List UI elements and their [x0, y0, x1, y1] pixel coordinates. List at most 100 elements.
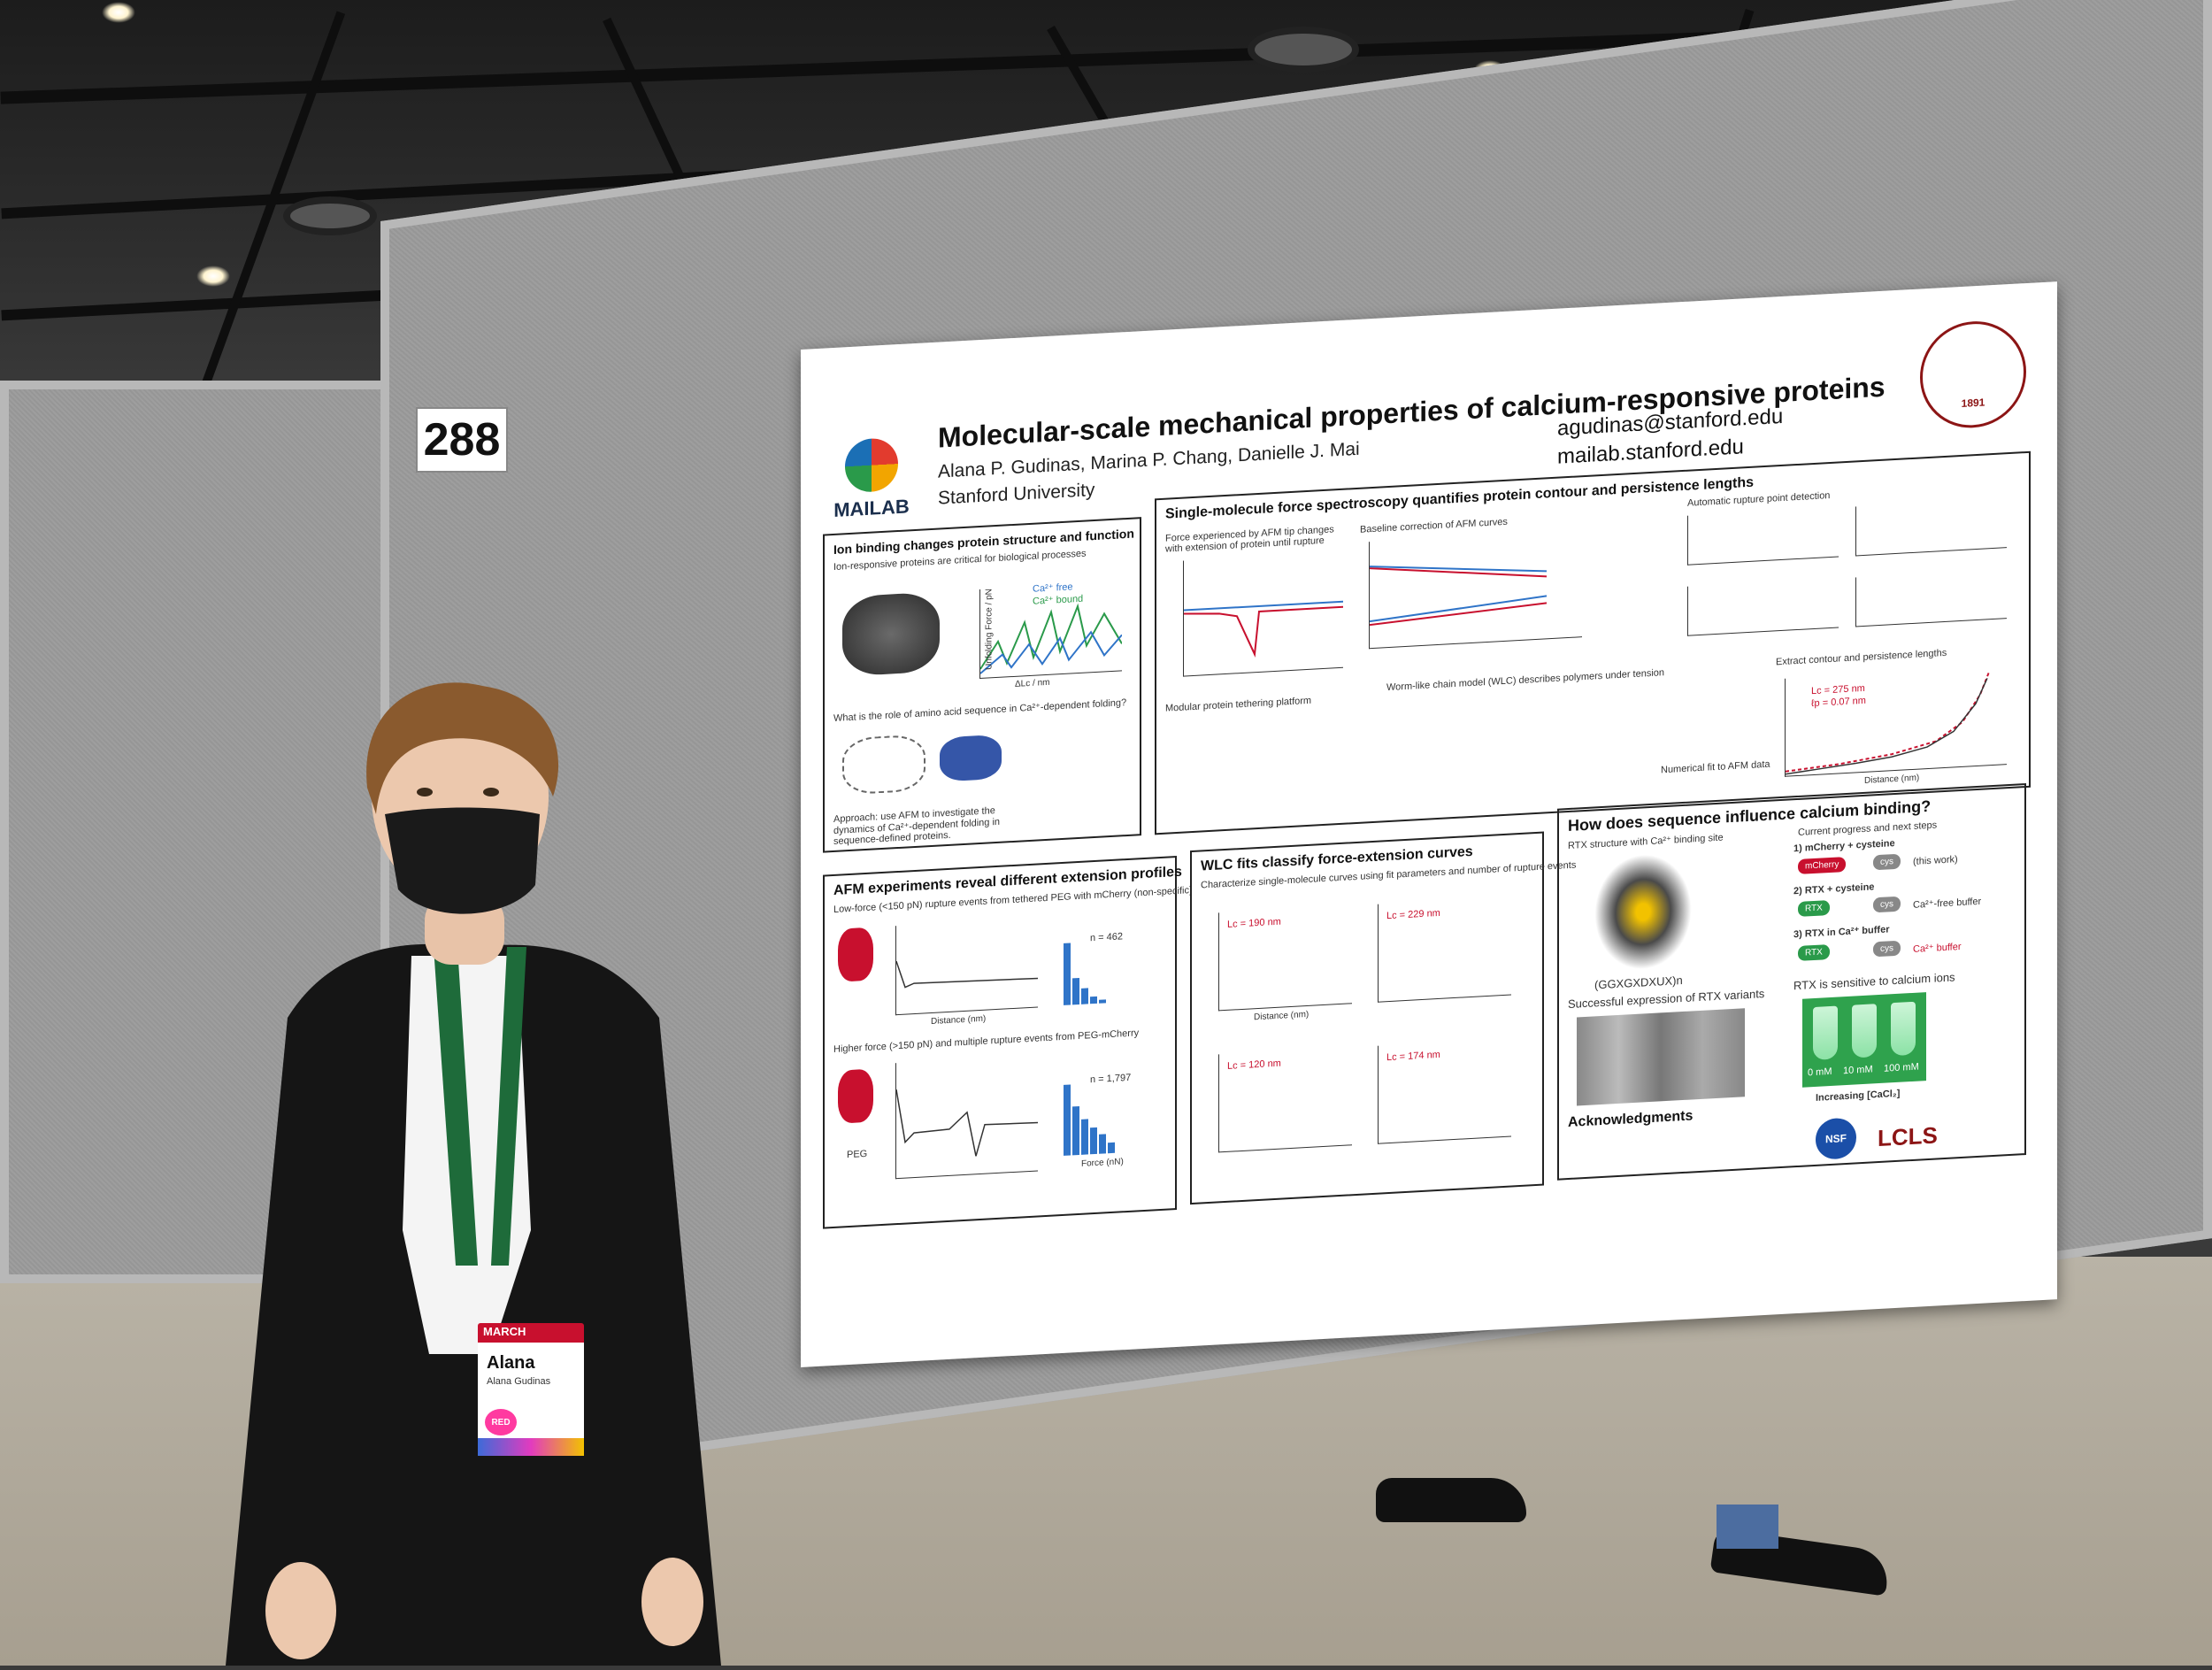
presenter-figure: [226, 682, 721, 1666]
ceiling-light: [196, 266, 230, 287]
chip-rtx: RTX: [1798, 944, 1830, 961]
histogram-bar: [1090, 996, 1097, 1004]
unfolded-protein-image: [842, 734, 926, 796]
tubes-photo: 0 mM 10 mM 100 mM: [1802, 992, 1926, 1088]
histogram-bar: [1064, 943, 1071, 1005]
conc-0: 0 mM: [1808, 1066, 1832, 1079]
tube: [1891, 1001, 1916, 1057]
smfs-section: Single-molecule force spectroscopy quant…: [1155, 450, 2031, 835]
force-extension-plot: [1183, 551, 1343, 677]
high-force-curve: [895, 1089, 1039, 1157]
poster-contact: agudinas@stanford.edu mailab.stanford.ed…: [1557, 403, 1783, 472]
ca-free-buffer: Ca²⁺-free buffer: [1913, 896, 1982, 911]
histogram-bar: [1081, 1119, 1088, 1155]
lab-logo: MAILAB: [832, 436, 911, 522]
unfolding-force-plot: [979, 581, 1123, 680]
afm-force-label: Force (nN): [1081, 1157, 1124, 1169]
gel-image: [1577, 1008, 1745, 1106]
step3: 3) RTX in Ca²⁺ buffer: [1793, 924, 1890, 941]
force-extension-curves: [1183, 600, 1343, 658]
afm-n1: n = 462: [1090, 931, 1124, 944]
badge-sticker: RED: [485, 1409, 517, 1435]
high-force-plot: [895, 1055, 1039, 1180]
ceiling-vent: [283, 196, 377, 235]
smfs-heading: Single-molecule force spectroscopy quant…: [1165, 474, 1755, 522]
rtx-structure-image: [1594, 851, 1692, 973]
ca-buffer: Ca²⁺ buffer: [1913, 941, 1962, 955]
step1: 1) mCherry + cysteine: [1793, 838, 1895, 855]
low-force-plot: [895, 918, 1039, 1016]
peg-mcherry-structure: [838, 1068, 873, 1124]
smfs-platform: Modular protein tethering platform: [1165, 695, 1312, 714]
this-work: (this work): [1913, 854, 1958, 867]
smfs-fit: Numerical fit to AFM data: [1661, 758, 1770, 776]
wlc-distance-label: Distance (nm): [1254, 1009, 1310, 1023]
histogram-bar: [1099, 999, 1106, 1004]
high-force-histogram: [1064, 1074, 1115, 1156]
sequence-ack: Acknowledgments: [1568, 1108, 1694, 1131]
contour-fit-curve: [1785, 671, 1990, 775]
smfs-force-text: Force experienced by AFM tip changes wit…: [1165, 524, 1334, 555]
folded-protein-image: [940, 734, 1002, 782]
afm-section: AFM experiments reveal different extensi…: [823, 855, 1193, 1229]
legend-ca-free: Ca²⁺ free: [1033, 581, 1073, 595]
chip-cys: cys: [1873, 896, 1901, 913]
wlc-fits-section: WLC fits classify force-extension curves…: [1190, 831, 1576, 1205]
smfs-baseline: Baseline correction of AFM curves: [1360, 516, 1508, 535]
badge-event: MARCH: [483, 1325, 526, 1338]
tube: [1852, 1004, 1877, 1058]
ceiling-vent: [1248, 27, 1359, 73]
intro-heading: Ion binding changes protein structure an…: [833, 526, 1134, 557]
contour-fit-plot: [1785, 666, 2007, 777]
intro-xlabel: ΔLc / nm: [1015, 677, 1050, 689]
booth-number: 288: [416, 407, 508, 473]
lab-logo-text: MAILAB: [833, 495, 910, 521]
rupture-plot-1: [1687, 507, 1839, 566]
afm-n2: n = 1,797: [1090, 1072, 1132, 1086]
intro-section: Ion binding changes protein structure an…: [823, 517, 1141, 853]
badge-name: Alana: [487, 1353, 535, 1373]
rupture-plot-4: [1855, 569, 2007, 627]
left-partition: [0, 381, 389, 1283]
walker-shoe: [1376, 1478, 1526, 1522]
name-badge: MARCH Alana Alana Gudinas RED: [478, 1323, 584, 1456]
protein-structure-image: [842, 591, 940, 677]
nsf-logo: NSF: [1816, 1117, 1856, 1160]
tube: [1813, 1005, 1838, 1061]
low-force-curve: [895, 960, 1039, 989]
chip-rtx: RTX: [1798, 900, 1830, 917]
chip-cys: cys: [1873, 853, 1901, 871]
afm-peg: PEG: [847, 1148, 868, 1161]
presenter: MARCH Alana Alana Gudinas RED: [226, 681, 721, 1666]
step2: 2) RTX + cysteine: [1793, 881, 1875, 897]
histogram-bar: [1081, 988, 1088, 1004]
poster: MAILAB Molecular-scale mechanical proper…: [801, 281, 2057, 1367]
lab-logo-icon: [845, 437, 898, 494]
poster-affiliation: Stanford University: [938, 479, 1095, 509]
histogram-bar: [1072, 977, 1079, 1005]
intro-ylabel: Unfolding Force / pN: [984, 588, 995, 671]
badge-full-name: Alana Gudinas: [487, 1376, 551, 1387]
baseline-curves: [1369, 566, 1548, 627]
seal-year: 1891: [1961, 396, 1985, 410]
mcherry-structure: [838, 927, 873, 982]
conc-10: 10 mM: [1843, 1064, 1873, 1077]
unfolding-force-curves: [979, 603, 1123, 674]
smfs-distance-label: Distance (nm): [1864, 773, 1920, 786]
afm-distance-label: Distance (nm): [931, 1013, 987, 1027]
conc-100: 100 mM: [1884, 1061, 1919, 1074]
chip-cys: cys: [1873, 940, 1901, 958]
intro-question: What is the role of amino acid sequence …: [833, 697, 1127, 724]
sequence-increasing: Increasing [CaCl₂]: [1816, 1088, 1901, 1104]
ceiling-light: [102, 2, 135, 23]
smfs-extract: Extract contour and persistence lengths: [1776, 647, 1947, 668]
smfs-wlc: Worm-like chain model (WLC) describes po…: [1386, 667, 1665, 694]
stanford-seal: 1891: [1920, 318, 2026, 431]
lcls-logo: LCLS: [1878, 1121, 1938, 1152]
walker-jeans: [1717, 1505, 1778, 1549]
sequence-rtx: RTX structure with Ca²⁺ binding site: [1568, 832, 1724, 852]
sequence-sensitive: RTX is sensitive to calcium ions: [1793, 970, 1955, 993]
sequence-motif: (GGXGXDXUX)n: [1594, 974, 1683, 992]
sequence-section: How does sequence influence calcium bind…: [1557, 782, 2026, 1181]
badge-stripe: [478, 1438, 584, 1456]
